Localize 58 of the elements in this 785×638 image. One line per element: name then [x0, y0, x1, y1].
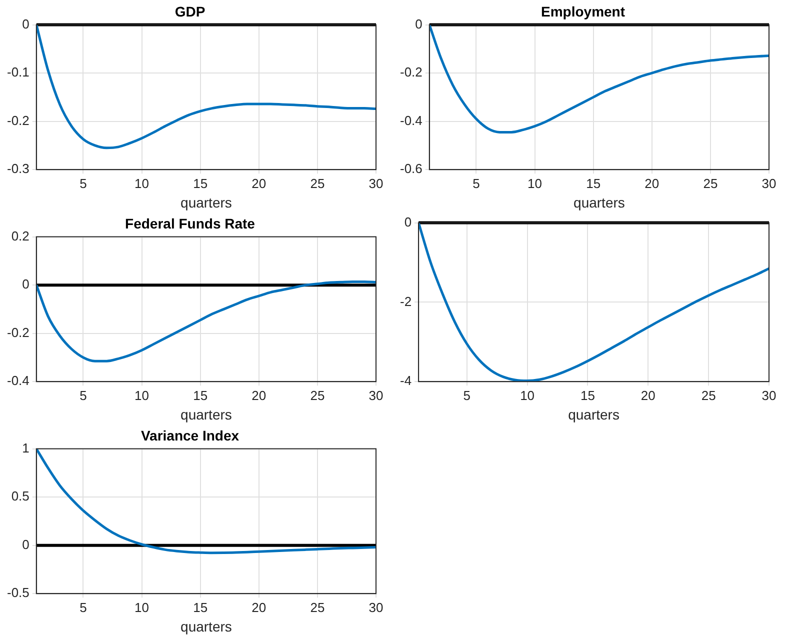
y-tick-label: 0.2 [11, 228, 30, 244]
x-tick-label: 5 [80, 600, 87, 615]
y-tick-label: -0.1 [6, 64, 30, 80]
x-tick-label: 10 [520, 388, 535, 403]
x-tick-label: 15 [193, 176, 208, 191]
x-tick-label: 25 [310, 600, 325, 615]
x-tick-label: 25 [703, 176, 718, 191]
x-tick-label: 15 [193, 600, 208, 615]
x-tick-label: 30 [368, 176, 384, 191]
x-tick-label: 5 [80, 176, 87, 191]
y-tick-label: -0.6 [400, 161, 422, 176]
y-tick-label: -2 [400, 294, 412, 309]
x-tick-label: 15 [586, 176, 601, 191]
y-tick-label: 0 [22, 276, 30, 292]
x-tick-label: 25 [701, 388, 716, 403]
y-tick-label: -0.4 [6, 373, 30, 388]
y-tick-label: -0.5 [6, 585, 30, 600]
x-axis-title: quarters [180, 618, 232, 634]
x-tick-label: 25 [310, 176, 325, 191]
x-tick-label: 10 [134, 388, 150, 403]
x-tick-label: 5 [463, 388, 471, 403]
y-tick-label: -0.2 [6, 324, 30, 340]
x-tick-label: 25 [310, 388, 325, 403]
y-tick-label: 1 [22, 440, 30, 456]
y-tick-label: 0.5 [11, 488, 30, 504]
x-tick-label: 20 [252, 176, 266, 191]
x-axis-title: quarters [574, 194, 625, 210]
x-axis-title: quarters [568, 406, 620, 422]
y-tick-label: -4 [400, 373, 412, 388]
y-tick-label: -0.2 [6, 112, 30, 128]
y-tick-label: 0 [22, 16, 30, 32]
x-tick-label: 30 [368, 388, 384, 403]
x-tick-label: 30 [762, 176, 776, 191]
x-axis-title: quarters [180, 406, 232, 422]
x-tick-label: 15 [193, 388, 208, 403]
x-tick-label: 10 [528, 176, 542, 191]
chart-title: Variance Index [140, 427, 240, 444]
y-tick-label: 0 [404, 214, 412, 230]
x-tick-label: 30 [762, 388, 776, 403]
x-tick-label: 20 [252, 600, 266, 615]
y-tick-label: -0.3 [6, 161, 30, 176]
x-tick-label: 15 [580, 388, 595, 403]
x-tick-label: 10 [134, 176, 150, 191]
x-axis-title: quarters [180, 194, 232, 210]
x-tick-label: 20 [644, 176, 660, 191]
y-tick-label: -0.2 [400, 64, 422, 80]
chart-title: GDP [174, 3, 206, 20]
x-tick-label: 30 [368, 600, 384, 615]
x-tick-label: 10 [134, 600, 150, 615]
x-tick-label: 5 [472, 176, 480, 191]
y-tick-label: 0 [415, 16, 422, 32]
y-tick-label: -0.4 [400, 112, 422, 128]
x-tick-label: 5 [80, 388, 87, 403]
y-tick-label: 0 [22, 536, 30, 552]
x-tick-label: 20 [252, 388, 266, 403]
x-tick-label: 20 [640, 388, 656, 403]
chart-title: Federal Funds Rate [125, 215, 256, 232]
chart-title: Employment [540, 3, 626, 20]
